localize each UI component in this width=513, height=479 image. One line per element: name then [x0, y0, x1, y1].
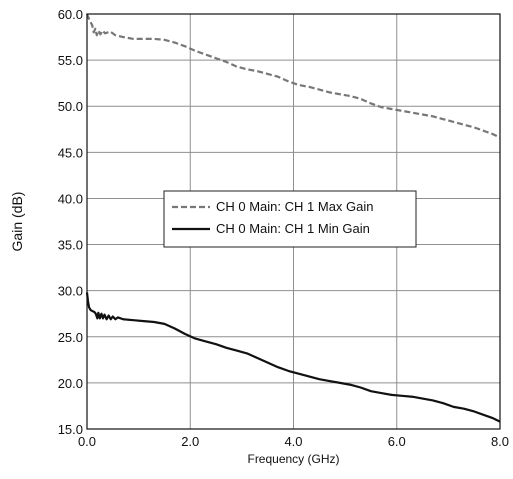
x-tick-label: 0.0	[78, 434, 96, 449]
x-axis-label: Frequency (GHz)	[247, 452, 339, 466]
legend-label-min-gain: CH 0 Main: CH 1 Min Gain	[216, 221, 370, 236]
plot-frame	[86, 13, 501, 430]
y-tick-label: 40.0	[58, 191, 83, 206]
legend: CH 0 Main: CH 1 Max Gain CH 0 Main: CH 1…	[163, 190, 417, 248]
x-tick-label: 2.0	[181, 434, 199, 449]
y-tick-label: 25.0	[58, 330, 83, 345]
y-tick-label: 60.0	[58, 7, 83, 22]
series-line-max-gain	[85, 13, 501, 139]
series-line-min-gain	[85, 292, 501, 423]
y-tick-label: 15.0	[58, 422, 83, 437]
x-tick-label: 8.0	[491, 434, 509, 449]
y-tick-label: 35.0	[58, 238, 83, 253]
legend-box	[163, 190, 417, 248]
series-lines	[85, 13, 501, 423]
y-tick-label: 30.0	[58, 284, 83, 299]
x-tick-label: 6.0	[388, 434, 406, 449]
y-axis-label: Gain (dB)	[9, 192, 25, 252]
x-tick-label: 4.0	[284, 434, 302, 449]
y-tick-label: 45.0	[58, 145, 83, 160]
y-tick-label: 20.0	[58, 376, 83, 391]
tick-labels: 0.0 2.0 4.0 6.0 8.0 15.0 20.0 25.0 30.0 35.0 40.0 4…	[58, 7, 509, 449]
legend-label-max-gain: CH 0 Main: CH 1 Max Gain	[216, 199, 374, 214]
y-tick-label: 50.0	[58, 99, 83, 114]
y-tick-label: 55.0	[58, 53, 83, 68]
